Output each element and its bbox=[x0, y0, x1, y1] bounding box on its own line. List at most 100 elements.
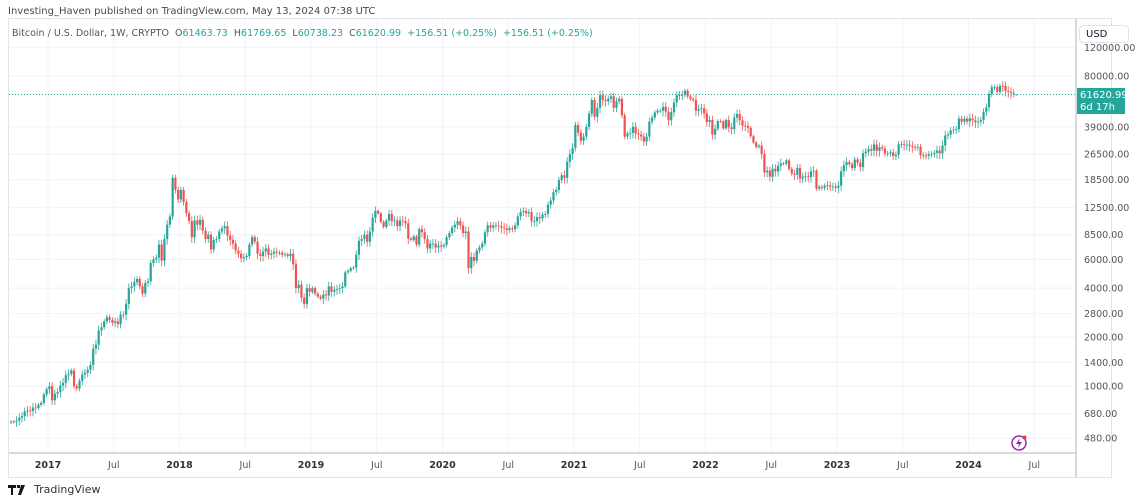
bar-countdown: 6d 17h bbox=[1080, 102, 1115, 113]
candle-body bbox=[686, 90, 689, 97]
time-tick-label: 2021 bbox=[561, 460, 587, 471]
open-value: 61463.73 bbox=[182, 28, 228, 39]
candle-body bbox=[733, 117, 736, 130]
candle-body bbox=[122, 314, 125, 316]
candle-body bbox=[908, 144, 911, 146]
tradingview-logo[interactable]: TradingView bbox=[8, 483, 100, 496]
candle-body bbox=[45, 389, 48, 395]
candle-body bbox=[1015, 94, 1018, 96]
candle-body bbox=[94, 344, 98, 349]
candle-body bbox=[719, 120, 722, 122]
candle-body bbox=[155, 257, 158, 260]
price-tick-label: 12500.00 bbox=[1084, 203, 1129, 214]
price-tick-label: 680.00 bbox=[1084, 409, 1117, 420]
candle-body bbox=[881, 147, 884, 149]
price-tick-label: 6000.00 bbox=[1084, 255, 1123, 266]
candle-body bbox=[193, 220, 196, 238]
candle-body bbox=[240, 253, 243, 259]
candle-body bbox=[848, 162, 851, 165]
candle-body bbox=[152, 259, 155, 264]
candle-body bbox=[204, 230, 207, 240]
candle-body bbox=[842, 165, 845, 172]
candle-body bbox=[587, 113, 591, 127]
candle-body bbox=[730, 127, 733, 130]
candle-body bbox=[604, 99, 607, 102]
candle-body bbox=[837, 185, 840, 188]
candle-body bbox=[308, 288, 311, 292]
candle-body bbox=[467, 231, 470, 269]
candle-body bbox=[779, 163, 782, 166]
time-tick-label: Jul bbox=[765, 460, 777, 471]
candle-body bbox=[97, 330, 100, 345]
candle-body bbox=[916, 146, 919, 148]
candle-body bbox=[26, 410, 29, 412]
candle-body bbox=[357, 240, 361, 255]
candle-body bbox=[486, 225, 489, 233]
candle-body bbox=[135, 278, 139, 283]
candle-body bbox=[242, 257, 245, 259]
candle-body bbox=[168, 216, 172, 225]
price-tick-label: 2800.00 bbox=[1084, 309, 1123, 320]
candle-body bbox=[763, 153, 766, 173]
candle-body bbox=[281, 252, 284, 255]
candle-body bbox=[278, 252, 281, 254]
candle-body bbox=[801, 176, 804, 179]
candle-body bbox=[503, 227, 506, 229]
candle-body bbox=[111, 319, 114, 323]
candle-body bbox=[818, 186, 821, 189]
candle-body bbox=[850, 164, 854, 169]
candle-body bbox=[903, 144, 906, 146]
lightning-alert-icon[interactable] bbox=[1010, 434, 1028, 452]
candle-body bbox=[722, 121, 725, 129]
candle-body bbox=[237, 250, 240, 254]
candle-body bbox=[667, 111, 670, 121]
candle-body bbox=[127, 288, 130, 304]
candle-body bbox=[615, 101, 618, 108]
candle-body bbox=[993, 87, 996, 88]
candle-body bbox=[809, 171, 813, 178]
currency-selector[interactable]: USD bbox=[1079, 25, 1129, 43]
candle-body bbox=[177, 189, 180, 200]
candle-body bbox=[782, 163, 785, 165]
candle-body bbox=[892, 152, 895, 157]
candle-body bbox=[344, 272, 347, 287]
candle-body bbox=[275, 251, 278, 253]
candle-body bbox=[470, 257, 473, 269]
candle-body bbox=[333, 289, 336, 292]
candle-body bbox=[864, 151, 867, 154]
candle-body bbox=[494, 225, 498, 227]
candle-body bbox=[798, 168, 802, 179]
candle-body bbox=[815, 170, 818, 189]
candle-body bbox=[1012, 92, 1015, 94]
candle-body bbox=[755, 142, 758, 147]
candle-body bbox=[478, 247, 481, 251]
candle-body bbox=[105, 317, 109, 322]
candle-body bbox=[89, 365, 92, 370]
candle-body bbox=[371, 217, 374, 232]
candle-body bbox=[629, 132, 632, 134]
low-label: L bbox=[292, 28, 298, 39]
candle-body bbox=[9, 421, 13, 423]
candle-body bbox=[930, 154, 933, 156]
candle-body bbox=[648, 121, 651, 137]
time-tick-label: Jul bbox=[502, 460, 514, 471]
candle-body bbox=[555, 189, 558, 193]
candle-body bbox=[889, 152, 892, 154]
candle-body bbox=[141, 286, 144, 294]
candle-body bbox=[418, 229, 421, 245]
candle-body bbox=[911, 145, 914, 148]
candle-body bbox=[883, 148, 887, 154]
candle-body bbox=[826, 185, 829, 187]
price-tick-label: 26500.00 bbox=[1084, 150, 1129, 161]
candle-body bbox=[870, 149, 873, 151]
candle-body bbox=[683, 90, 687, 95]
candle-body bbox=[692, 98, 695, 100]
candle-body bbox=[760, 145, 763, 154]
candle-body bbox=[612, 96, 615, 108]
candle-body bbox=[670, 112, 673, 121]
candle-body bbox=[64, 375, 67, 383]
price-tick-label: 18500.00 bbox=[1084, 175, 1129, 186]
symbol-name[interactable]: Bitcoin / U.S. Dollar, 1W, CRYPTO bbox=[12, 28, 169, 39]
candle-body bbox=[713, 128, 717, 135]
